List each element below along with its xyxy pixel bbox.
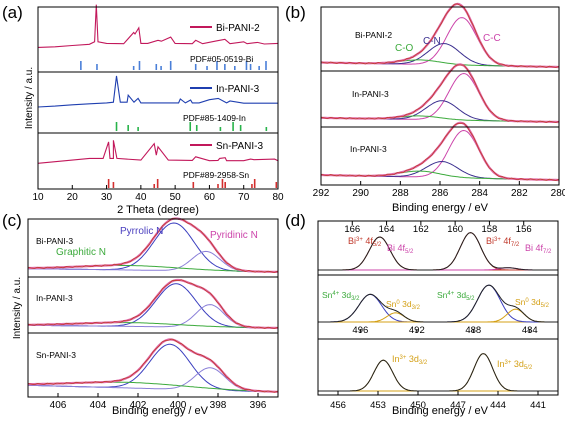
c-fit-1-0 — [28, 283, 278, 329]
b-xtick-label-4: 284 — [471, 188, 488, 199]
panel-b-sample-3: In-PANI-3 — [350, 144, 387, 154]
panel-d-frame — [317, 220, 559, 396]
b-xtick-label-0: 292 — [313, 188, 330, 199]
d-xtick-label-1-3: 484 — [522, 325, 538, 336]
annotation-pyridinic-n: Pyridinic N — [210, 230, 258, 241]
d-xtick-label-0-3: 160 — [447, 224, 463, 235]
d-xtick-label-1-0: 496 — [352, 325, 368, 336]
annotation-c-o: C-O — [395, 43, 414, 54]
c-xtick-label-3: 400 — [170, 400, 187, 411]
c-raw-1 — [27, 279, 278, 329]
annotation-in3-3d52: In3+ 3d5/2 — [497, 359, 533, 371]
annotation-bi-4f72: Bi 4f7/2 — [525, 243, 552, 255]
panel-c-label: (c) — [2, 211, 22, 230]
panel-c-sample-1: Bi-PANI-3 — [36, 236, 73, 246]
a-xtick-label-4: 50 — [170, 192, 182, 203]
legend-in-pani-3: In-PANI-3 — [216, 84, 260, 95]
d-envelope-1 — [318, 284, 558, 323]
annotation-pyrrolic-n: Pyrrolic N — [120, 226, 163, 237]
d-xtick-label-2-2: 450 — [410, 400, 426, 411]
b-xtick-label-5: 282 — [511, 188, 528, 199]
c-xtick-label-4: 398 — [210, 400, 227, 411]
panel-a: 10 20 30 40 50 60 70 80 Bi-PANI-2 PDF#05-0519-B… — [24, 4, 284, 216]
panel-d-xlabel: Binding energy / eV — [392, 405, 489, 417]
d-xtick-label-1-1: 492 — [409, 325, 425, 336]
d-xtick-label-0-0: 166 — [344, 224, 360, 235]
a-xtick-label-5: 60 — [204, 192, 216, 203]
annotation-sn0-3d52: Sn0 3d5/2 — [515, 297, 550, 309]
b-raw-1 — [320, 64, 560, 123]
d-xtick-label-2-5: 441 — [530, 400, 546, 411]
annotation-bi-4f52: Bi 4f5/2 — [387, 243, 414, 255]
c-xtick-label-2: 402 — [130, 400, 147, 411]
d-xtick-label-2-3: 447 — [450, 400, 466, 411]
annotation-sn4-3d32: Sn4+ 3d3/2 — [322, 290, 360, 302]
panel-d-label: (d) — [285, 211, 306, 230]
c-raw-0 — [27, 218, 278, 273]
panel-b-sample-1: Bi-PANI-2 — [355, 30, 392, 40]
ref-label-in: PDF#85-1409-In — [183, 113, 246, 123]
xrd-curve-bi-pani-2 — [37, 4, 279, 48]
b-xtick-label-2: 288 — [392, 188, 409, 199]
legend-bi-pani-2: Bi-PANI-2 — [216, 23, 260, 34]
d-xtick-label-0-1: 164 — [379, 224, 395, 235]
b-xtick-label-1: 290 — [352, 188, 369, 199]
d-xtick-label-1-2: 488 — [465, 325, 481, 336]
panel-d: 166 164 162 160 158 156 496 492 488 484 456 453 450 4… — [317, 220, 559, 417]
d-fit-1-3 — [318, 308, 558, 323]
xrd-curve-sn-pani-3 — [37, 140, 279, 164]
b-xtick-label-3: 286 — [432, 188, 449, 199]
b-raw-0 — [320, 3, 560, 68]
b-xtick-label-6: 280 — [551, 188, 565, 199]
a-xtick-label-2: 30 — [101, 192, 113, 203]
annotation-bi3-4f72: Bi3+ 4f7/2 — [486, 236, 520, 248]
d-xtick-label-2-4: 444 — [490, 400, 506, 411]
c-xtick-label-0: 406 — [50, 400, 67, 411]
panel-c: 406 404 402 400 398 396 Bi-PANI-3 In-PANI-3 S… — [12, 217, 279, 417]
d-envelope-2 — [318, 353, 558, 392]
panel-c-ylabel: Intensity / a.u. — [12, 277, 23, 339]
annotation-c-n: C-N — [423, 36, 441, 47]
panel-a-xlabel: 2 Theta (degree) — [117, 204, 199, 216]
panel-a-label: (a) — [2, 3, 23, 22]
a-xtick-label-3: 40 — [135, 192, 147, 203]
annotation-c-c: C-C — [483, 33, 501, 44]
d-xtick-label-2-1: 453 — [370, 400, 386, 411]
panel-c-frame — [27, 218, 279, 398]
c-xtick-label-5: 396 — [250, 400, 267, 411]
panel-b-sample-2: In-PANI-3 — [352, 89, 389, 99]
annotation-sn4-3d52: Sn4+ 3d5/2 — [437, 290, 475, 302]
ref-label-bi: PDF#05-0519-Bi — [190, 54, 253, 64]
a-xtick-label-6: 70 — [238, 192, 250, 203]
d-xtick-label-0-4: 158 — [481, 224, 497, 235]
d-fit-1-1 — [318, 312, 558, 323]
panel-b-label: (b) — [285, 3, 306, 22]
xrd-curve-in-pani-3 — [37, 75, 278, 108]
panel-b-xlabel: Binding energy / eV — [392, 202, 489, 214]
panel-c-sample-3: Sn-PANI-3 — [36, 350, 76, 360]
c-raw-2 — [27, 338, 278, 393]
legend-sn-pani-3: Sn-PANI-3 — [216, 141, 263, 152]
d-xtick-label-0-2: 162 — [413, 224, 429, 235]
panel-c-xlabel: Binding energy / eV — [112, 405, 209, 417]
panel-a-frame — [37, 6, 279, 190]
panel-c-sample-2: In-PANI-3 — [36, 293, 73, 303]
a-xtick-label-7: 80 — [272, 192, 284, 203]
ref-label-sn: PDF#89-2958-Sn — [183, 170, 249, 180]
b-fit-2-0 — [321, 129, 559, 181]
a-xtick-label-1: 20 — [67, 192, 79, 203]
b-raw-2 — [320, 122, 560, 181]
a-xtick-label-0: 10 — [32, 192, 44, 203]
annotation-graphitic-n: Graphitic N — [56, 247, 106, 258]
panel-b: 292 290 288 286 284 282 280 Bi-PANI-2 In-PANI-… — [313, 2, 565, 214]
c-xtick-label-1: 404 — [90, 400, 107, 411]
d-envelope-0 — [318, 232, 558, 271]
d-xtick-label-0-5: 156 — [516, 224, 532, 235]
panel-a-ylabel: Intensity / a.u. — [24, 67, 35, 129]
annotation-in3-3d32: In3+ 3d3/2 — [392, 354, 428, 366]
d-xtick-label-2-0: 456 — [330, 400, 346, 411]
